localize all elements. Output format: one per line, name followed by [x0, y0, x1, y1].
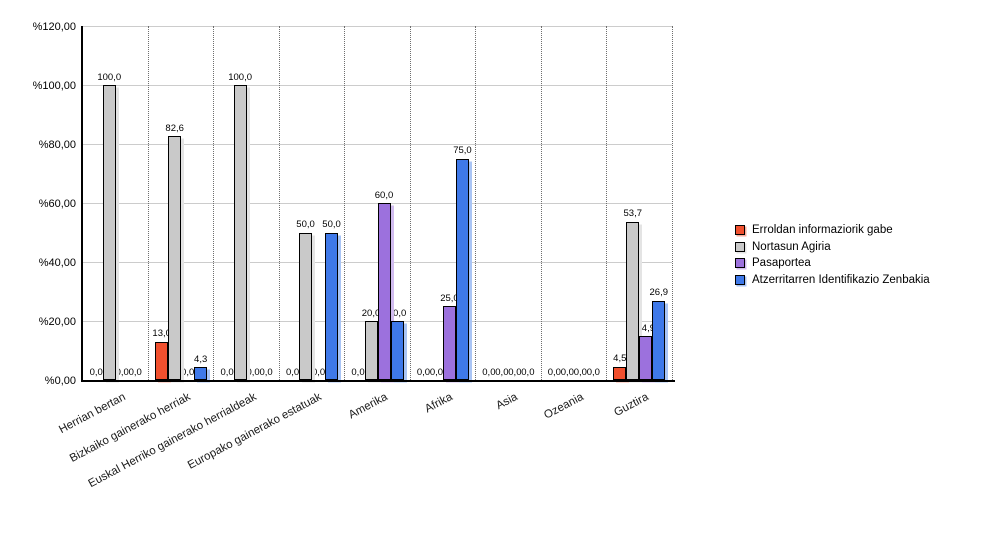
legend-item-label: Nortasun Agiria	[752, 240, 831, 253]
bar	[639, 336, 653, 380]
bar-value-label: 4,5	[613, 353, 627, 365]
legend-item: Nortasun Agiria	[735, 241, 930, 253]
bar-value-label: 60,0	[374, 189, 394, 201]
bar-value-label: 0,0	[573, 367, 587, 378]
y-tick-label: %80,00	[38, 138, 76, 151]
bar-value-label: 0,0	[259, 367, 273, 378]
category-separator-line	[278, 26, 280, 380]
plot-area: 0,0 100,0 0,0 0,0 13,0 82,6 0,0 4,3 0,0 100,0 0,0 0…	[83, 26, 673, 380]
bar	[390, 321, 404, 380]
category-separator-line	[147, 26, 149, 380]
bar-value-label: 4,3	[194, 353, 208, 365]
bar-value-label: 25,0	[440, 292, 459, 304]
bar-value-label: 0,0	[285, 367, 300, 378]
bar	[299, 232, 313, 380]
legend-item-label: Erroldan informaziorik gabe	[752, 224, 893, 236]
legend-item-label: Atzerritarren Identifikazio Zenbakia	[752, 273, 930, 286]
y-tick-label: %120,00	[32, 20, 76, 33]
category-separator-line	[671, 26, 673, 380]
bar-value-label: 0,0	[89, 367, 103, 378]
gridline	[83, 85, 672, 86]
bar-value-label: 0,0	[560, 367, 574, 378]
bar	[613, 366, 627, 380]
bar-value-label: 0,0	[128, 367, 142, 378]
y-tick-label: %20,00	[38, 315, 76, 328]
bar	[377, 203, 391, 380]
bar-value-label: 0,0	[521, 367, 535, 378]
legend-swatch-icon	[735, 241, 745, 252]
bar-value-label: 82,6	[165, 122, 184, 134]
gridline	[83, 26, 672, 27]
bar-value-label: 14,9	[636, 322, 656, 334]
bar-value-label: 0,0	[115, 367, 129, 378]
bar-value-label: 50,0	[322, 219, 341, 230]
bar-value-label: 20,0	[361, 307, 381, 319]
bar	[325, 232, 339, 380]
bar	[626, 221, 640, 380]
legend-item: Atzerritarren Identifikazio Zenbakia	[735, 274, 930, 286]
category-separator-line	[606, 26, 608, 380]
bar-value-label: 0,0	[495, 367, 509, 378]
bar-value-label: 0,0	[246, 367, 260, 378]
bar-value-label: 50,0	[296, 219, 315, 230]
legend-item-label: Pasaportea	[752, 257, 811, 269]
bar-value-label: 0,0	[508, 367, 522, 378]
bar-value-label: 20,0	[387, 307, 407, 319]
bar-value-label: 0,0	[351, 367, 365, 378]
bar-value-label: 0,0	[429, 367, 444, 378]
bar	[168, 136, 182, 380]
gridline	[83, 144, 672, 145]
bar-value-label: 53,7	[623, 208, 643, 220]
bar-value-label: 0,0	[547, 367, 561, 378]
bar	[455, 158, 469, 380]
category-separator-line	[344, 26, 346, 380]
bar	[155, 341, 169, 380]
category-separator-line	[213, 26, 215, 380]
y-axis-line	[81, 26, 83, 382]
y-tick-label: %100,00	[32, 79, 76, 92]
bar-value-label: 0,0	[220, 367, 234, 378]
bar-value-label: 0,0	[482, 367, 496, 378]
legend-swatch-icon	[735, 258, 745, 268]
bar-value-label: 0,0	[586, 367, 600, 378]
bar-value-label: 13,0	[152, 328, 171, 340]
legend-swatch-icon	[735, 274, 745, 285]
bar-value-label: 0,0	[181, 367, 195, 378]
bar	[364, 321, 378, 380]
y-tick-label: %60,00	[38, 197, 76, 210]
bar	[102, 85, 116, 380]
legend: Erroldan informaziorik gabe Nortasun Agir…	[735, 224, 930, 290]
bar	[442, 306, 456, 380]
bar	[233, 85, 247, 380]
category-separator-line	[540, 26, 542, 380]
legend-swatch-icon	[735, 225, 745, 235]
bar-value-label: 0,0	[311, 367, 326, 378]
legend-item: Pasaportea	[735, 257, 930, 269]
legend-item: Erroldan informaziorik gabe	[735, 224, 930, 236]
bar	[652, 300, 666, 380]
x-axis-line	[81, 380, 675, 382]
bar-value-label: 100,0	[97, 71, 122, 83]
y-tick-label: %40,00	[38, 256, 76, 269]
bar-value-label: 0,0	[416, 367, 431, 378]
category-separator-line	[409, 26, 411, 380]
bar-value-label: 26,9	[649, 287, 669, 299]
bar-value-label: 100,0	[228, 71, 252, 83]
category-separator-line	[475, 26, 477, 380]
bar	[194, 367, 208, 380]
bar-value-label: 75,0	[453, 145, 472, 157]
y-tick-label: %0,00	[44, 374, 76, 387]
